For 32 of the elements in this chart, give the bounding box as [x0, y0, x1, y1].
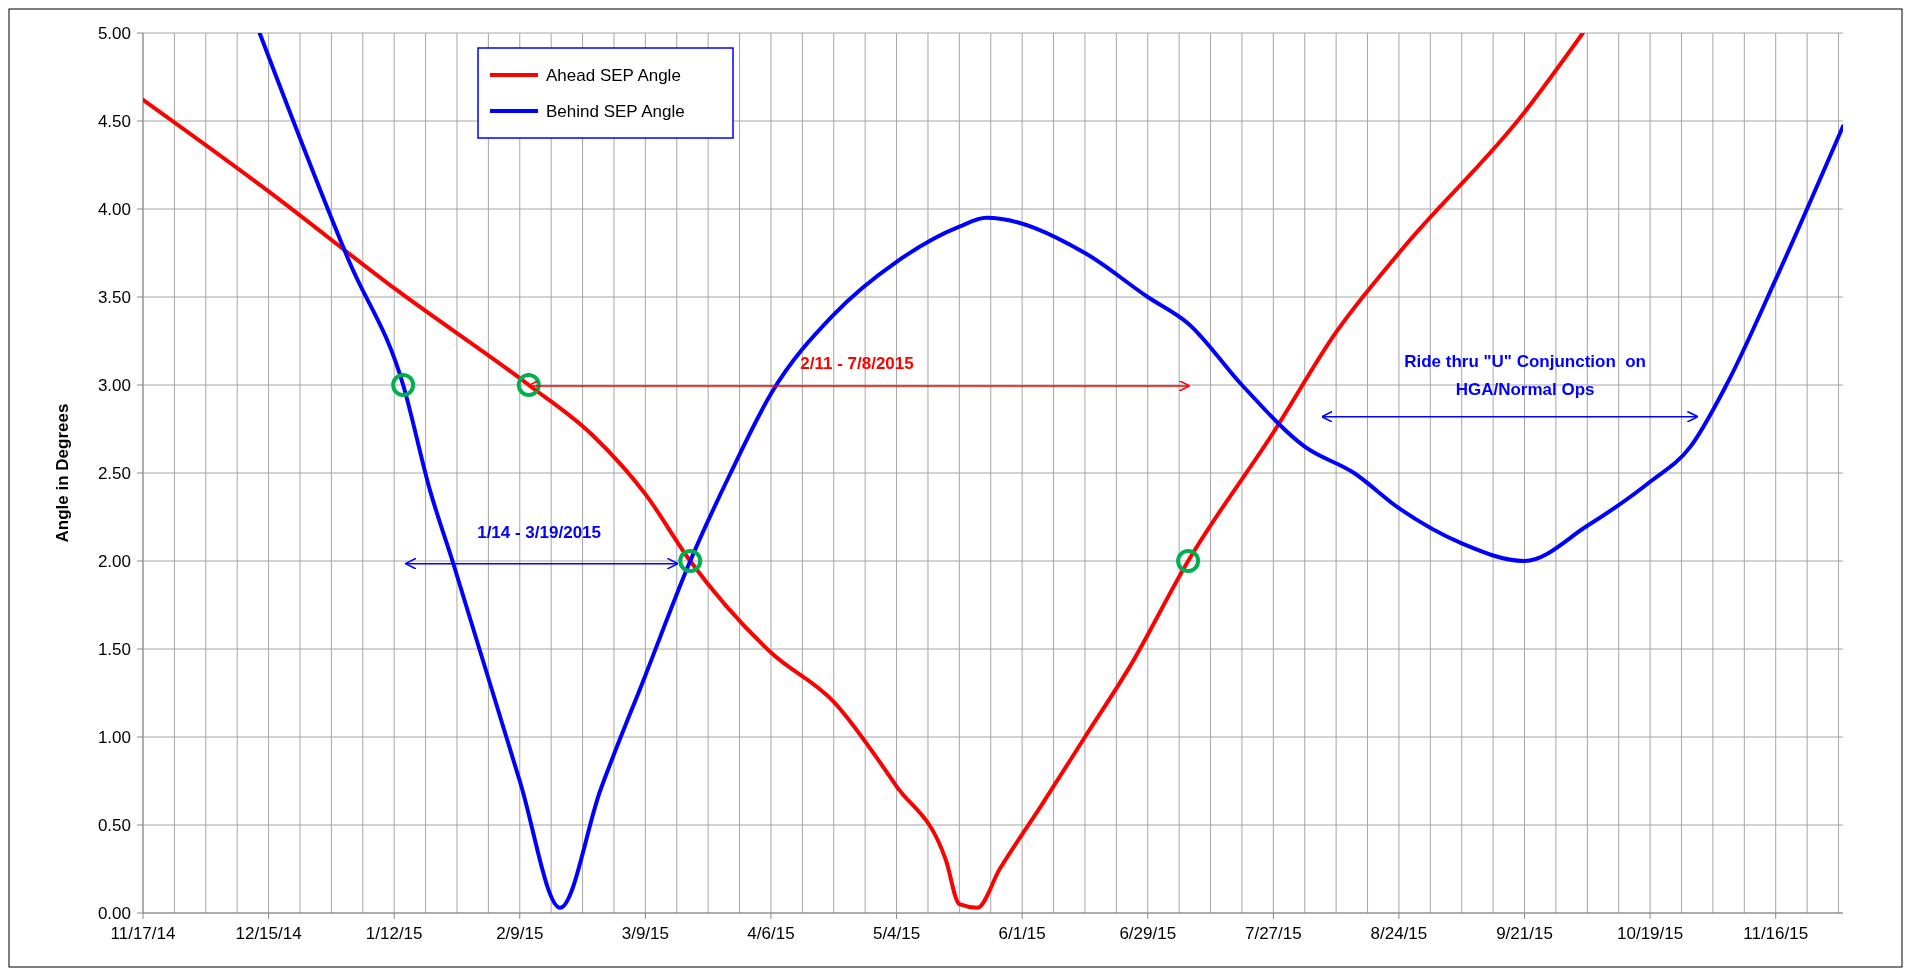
y-tick-label: 3.00	[97, 376, 131, 395]
x-tick-label: 2/9/15	[496, 924, 544, 943]
x-tick-label: 5/4/15	[872, 924, 921, 943]
y-tick-label: 0.00	[97, 904, 131, 923]
y-tick-label: 1.00	[97, 728, 131, 747]
y-axis-title: Angle in Degrees	[53, 403, 72, 543]
x-tick-label: 11/17/14	[110, 924, 176, 943]
annotation: Ride thru "U" Conjunction on HGA/Normal Ops	[1404, 352, 1647, 400]
x-tick-label: 7/27/15	[1244, 924, 1302, 943]
x-tick-label: 4/6/15	[747, 924, 795, 943]
x-tick-label: 6/1/15	[998, 924, 1046, 943]
y-tick-label: 4.50	[97, 112, 131, 131]
x-tick-label: 3/9/15	[621, 924, 670, 943]
y-tick-label: 0.50	[97, 816, 131, 835]
annotation: 1/14 - 3/19/2015	[477, 522, 602, 542]
y-tick-label: 4.00	[97, 200, 131, 219]
annotation: 2/11 - 7/8/2015	[800, 354, 914, 373]
x-tick-label: 6/29/15	[1119, 924, 1177, 943]
y-tick-label: 5.00	[97, 24, 131, 43]
y-tick-label: 2.50	[97, 464, 131, 483]
y-tick-label: 1.50	[97, 640, 131, 659]
line-series	[257, 33, 1843, 910]
y-tick-label: 3.50	[97, 288, 131, 307]
x-tick-label: 10/19/15	[1617, 924, 1684, 943]
x-tick-label: 8/24/15	[1370, 924, 1428, 943]
legend-label: Behind SEP Angle	[546, 102, 685, 121]
legend-label: Ahead SEP Angle	[546, 66, 681, 85]
x-tick-label: 1/12/15	[365, 924, 423, 943]
x-tick-label: 11/16/15	[1743, 924, 1809, 943]
x-tick-label: 12/15/14	[235, 924, 302, 943]
y-tick-label: 2.00	[97, 552, 131, 571]
x-tick-label: 9/21/15	[1496, 924, 1553, 943]
